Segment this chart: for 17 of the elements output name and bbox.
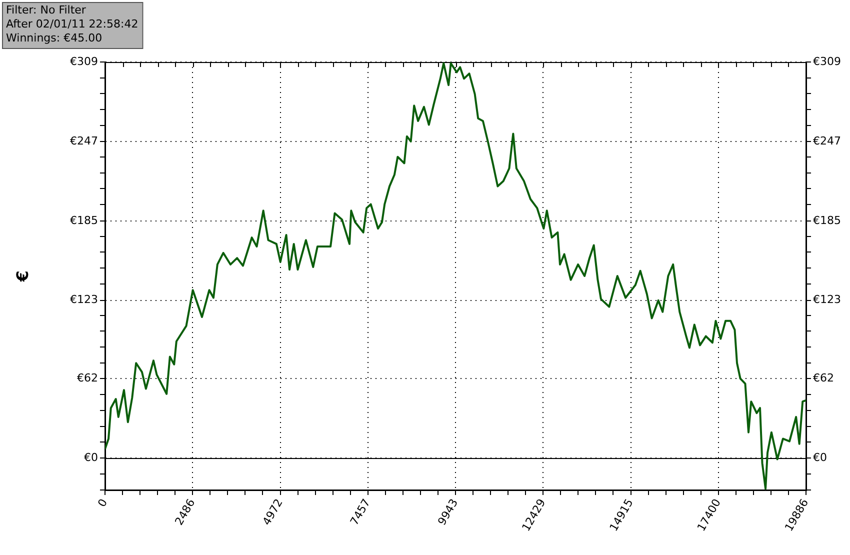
y-tick-label: €123 [70,293,98,306]
y2-tick-label: €62 [813,371,834,384]
y2-tick-label: €0 [813,450,827,464]
y-tick-label: €0 [84,450,98,464]
y-tick-label: €309 [70,54,98,68]
x-tick-label: 0 [95,496,110,510]
y-tick-label: €185 [70,214,98,227]
text: Winnings: €45.00 [6,31,102,44]
y2-tick-label: €309 [813,54,841,68]
text: Filter: No Filter [6,3,86,16]
y-tick-label: €247 [70,134,98,148]
y2-tick-label: €123 [813,293,841,306]
text: After 02/01/11 22:58:42 [6,17,138,30]
y2-tick-label: €185 [813,214,841,227]
y-tick-label: €62 [77,371,98,384]
y2-tick-label: €247 [813,134,841,148]
y-axis-title: € [12,270,32,283]
